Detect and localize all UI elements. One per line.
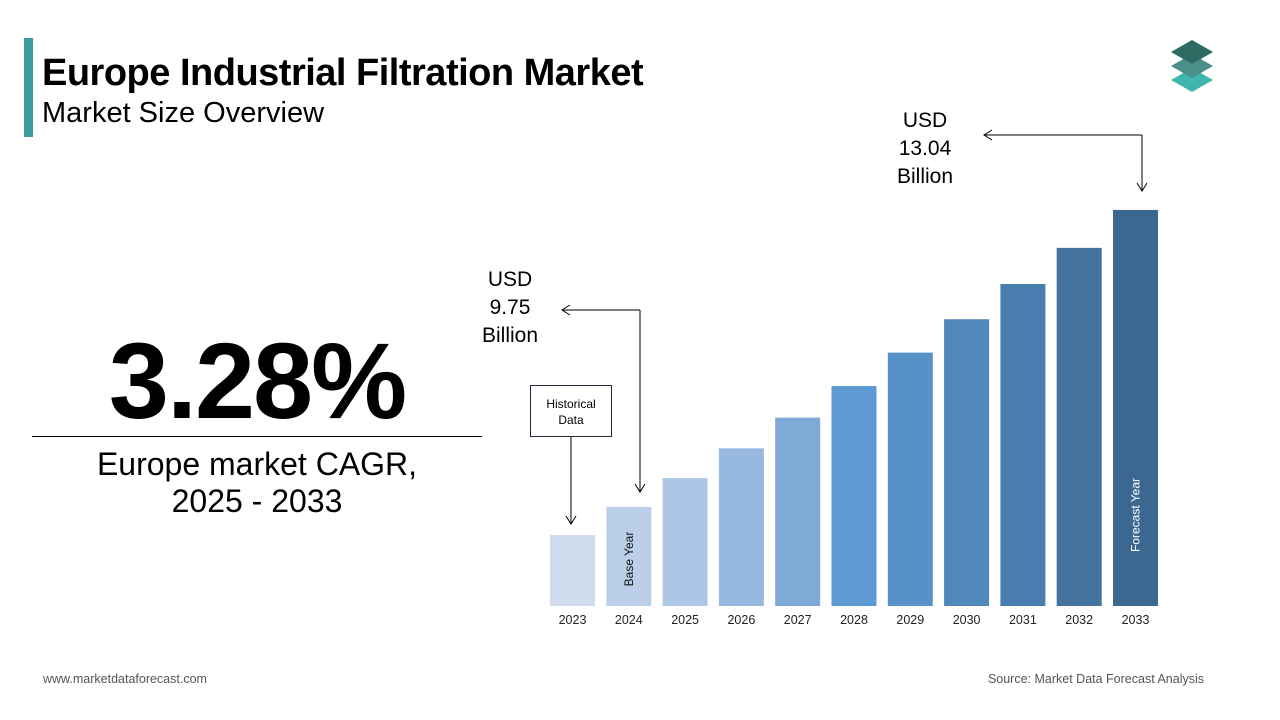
end-value-callout: USD 13.04 Billion bbox=[885, 107, 965, 191]
x-tick-label: 2030 bbox=[953, 613, 981, 627]
callout-value: 13.04 bbox=[898, 137, 952, 160]
bar-2025 bbox=[662, 478, 708, 606]
cagr-value: 3.28% bbox=[108, 320, 407, 441]
logo-layer bbox=[1171, 68, 1213, 92]
title-accent-bar bbox=[24, 38, 33, 137]
bar-2026 bbox=[718, 448, 764, 606]
bar-2023 bbox=[550, 535, 595, 606]
x-tick-label: 2023 bbox=[559, 613, 587, 627]
callout-unit: USD bbox=[487, 268, 533, 291]
x-tick-label: 2028 bbox=[840, 613, 868, 627]
page-subtitle: Market Size Overview bbox=[42, 97, 325, 129]
bar-annotation-label: Forecast Year bbox=[1129, 478, 1143, 552]
bar-2032 bbox=[1056, 247, 1102, 607]
cagr-label-line2: 2025 - 2033 bbox=[171, 483, 343, 519]
bar-2033 bbox=[1113, 209, 1158, 606]
callout-value: 9.75 bbox=[489, 296, 531, 319]
cagr-label: Europe market CAGR, 2025 - 2033 bbox=[32, 446, 482, 520]
x-tick-label: 2029 bbox=[896, 613, 924, 627]
logo bbox=[1171, 40, 1213, 92]
x-tick-label: 2026 bbox=[727, 613, 755, 627]
page-title: Europe Industrial Filtration Market bbox=[42, 52, 644, 94]
x-tick-label: 2033 bbox=[1122, 613, 1150, 627]
forecast-value-arrow bbox=[983, 129, 1148, 192]
bar-2024 bbox=[606, 507, 652, 606]
x-tick-label: 2031 bbox=[1009, 613, 1037, 627]
start-value-callout: USD 9.75 Billion bbox=[470, 266, 550, 350]
callout-unit-suffix: Billion bbox=[481, 324, 539, 347]
bar-2029 bbox=[887, 352, 933, 606]
annotation-arrows bbox=[561, 129, 1148, 525]
historical-label-line: Data bbox=[558, 413, 584, 427]
x-tick-label: 2027 bbox=[784, 613, 812, 627]
historical-arrow bbox=[565, 437, 577, 525]
bar-2028 bbox=[831, 386, 877, 606]
base-value-arrow bbox=[561, 304, 646, 493]
logo-layer bbox=[1171, 54, 1213, 78]
callout-unit-suffix: Billion bbox=[896, 165, 954, 188]
x-tick-label: 2032 bbox=[1065, 613, 1093, 627]
x-tick-label: 2025 bbox=[671, 613, 699, 627]
bar-2030 bbox=[944, 319, 990, 606]
historical-label-line: Historical bbox=[546, 397, 596, 411]
bar-2031 bbox=[1000, 283, 1046, 606]
logo-layer bbox=[1171, 40, 1213, 64]
bar-annotation-label: Base Year bbox=[622, 532, 636, 587]
x-tick-label: 2024 bbox=[615, 613, 643, 627]
historical-data-label: Historical Data bbox=[530, 385, 612, 437]
bar-2027 bbox=[775, 417, 821, 606]
callout-unit: USD bbox=[902, 109, 948, 132]
cagr-label-line1: Europe market CAGR, bbox=[96, 446, 418, 482]
source-note: Source: Market Data Forecast Analysis bbox=[987, 672, 1204, 686]
divider bbox=[32, 436, 482, 437]
website-link[interactable]: www.marketdataforecast.com bbox=[43, 672, 207, 686]
